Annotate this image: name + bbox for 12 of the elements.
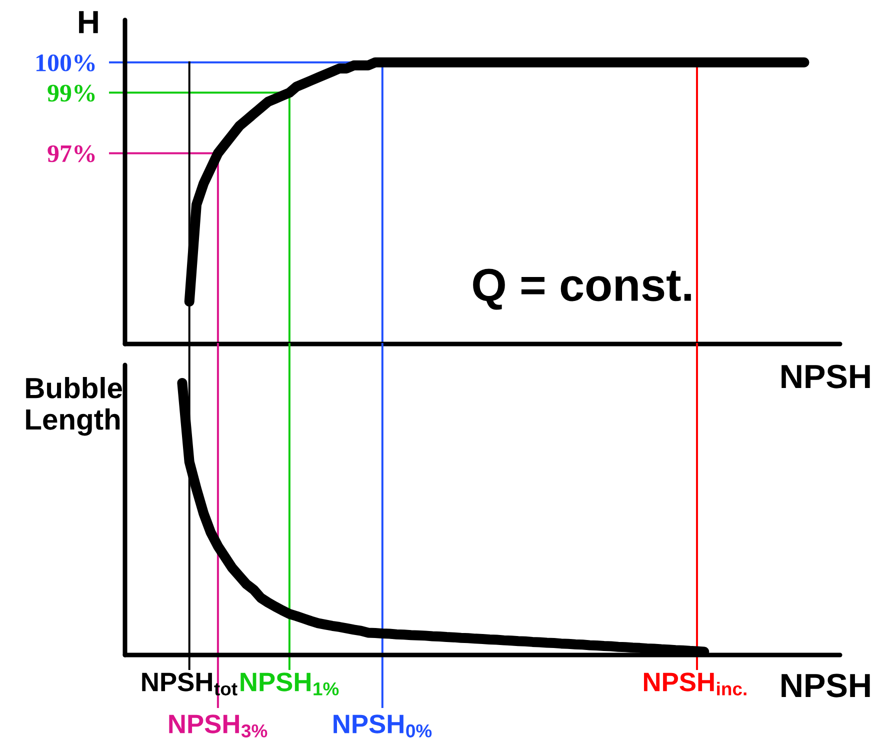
x-axis-title: NPSH xyxy=(782,364,870,388)
y-tick-label: 100% xyxy=(36,54,95,72)
x-tick-label: NPSH$_{3%}$ xyxy=(169,714,268,738)
y-axis-title: H xyxy=(79,11,98,34)
x-tick-label: NPSH$_{0%}$ xyxy=(334,714,432,738)
y-tick-label: 99% xyxy=(48,84,95,102)
y-axis-title: Bubble Length xyxy=(26,377,122,436)
annotation: Q = const. xyxy=(473,268,691,310)
x-tick-label: NPSH$_{1%}$ xyxy=(240,672,339,696)
x-tick-label: NPSH$_{inc.}$ xyxy=(644,672,746,696)
x-axis-title: NPSH xyxy=(782,674,870,698)
y-tick-label: 97% xyxy=(48,145,95,162)
